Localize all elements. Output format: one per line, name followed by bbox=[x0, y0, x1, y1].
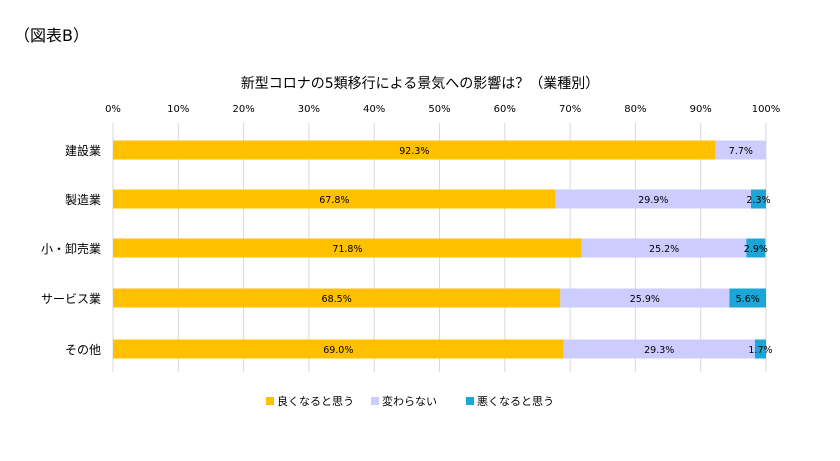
legend-label: 良くなると思う bbox=[277, 394, 354, 408]
bar-segment bbox=[729, 288, 766, 308]
x-tick-label: 10% bbox=[167, 104, 189, 115]
bar-segment bbox=[113, 339, 564, 359]
x-tick-label: 20% bbox=[232, 104, 254, 115]
x-tick-label: 80% bbox=[624, 104, 646, 115]
data-label: 25.9% bbox=[630, 294, 660, 305]
x-tick-label: 60% bbox=[494, 104, 516, 115]
bar-segment bbox=[746, 238, 766, 258]
data-label: 5.6% bbox=[736, 294, 760, 305]
bar-segment bbox=[113, 140, 716, 160]
category-label: 小・卸売業 bbox=[41, 241, 101, 256]
data-label: 7.7% bbox=[729, 146, 753, 157]
bar-segment bbox=[560, 288, 730, 308]
chart-title: 新型コロナの5類移行による景気への影響は？（業種別） bbox=[241, 75, 600, 92]
bar-segment bbox=[715, 140, 766, 160]
x-tick-label: 30% bbox=[298, 104, 320, 115]
bar-segment bbox=[113, 288, 561, 308]
bars: 92.3% 7.7% 67.8% 29.9% 2.3% 71.8% 25.2% 2.9% 68.… bbox=[113, 140, 773, 359]
legend-label: 悪くなると思う bbox=[477, 395, 554, 408]
data-label: 2.3% bbox=[746, 195, 770, 206]
bar-segment bbox=[581, 238, 747, 258]
data-label: 1.7% bbox=[748, 345, 772, 356]
data-label: 2.9% bbox=[744, 244, 768, 255]
bar-segment bbox=[754, 339, 766, 359]
data-label: 29.9% bbox=[638, 195, 668, 206]
legend: 良くなると思う 変わらない 悪くなると思う bbox=[266, 394, 554, 408]
category-label: 製造業 bbox=[65, 193, 101, 207]
data-label: 92.3% bbox=[399, 146, 429, 157]
figure-label: （図表B） bbox=[14, 26, 89, 45]
legend-swatch bbox=[371, 397, 379, 405]
legend-swatch bbox=[266, 397, 274, 405]
bar-segment bbox=[113, 189, 556, 209]
x-tick-label: 100% bbox=[752, 104, 781, 115]
x-tick-label: 70% bbox=[559, 104, 581, 115]
legend-label: 変わらない bbox=[382, 394, 437, 408]
data-label: 69.0% bbox=[323, 345, 353, 356]
x-tick-label: 50% bbox=[428, 104, 450, 115]
bar-segment bbox=[563, 339, 755, 359]
data-label: 25.2% bbox=[649, 244, 679, 255]
data-label: 71.8% bbox=[332, 244, 362, 255]
category-label: サービス業 bbox=[41, 292, 101, 306]
bar-segment bbox=[750, 189, 766, 209]
legend-swatch bbox=[466, 397, 474, 405]
bar-segment bbox=[555, 189, 751, 209]
x-tick-label: 90% bbox=[690, 104, 712, 115]
category-label: その他 bbox=[65, 343, 101, 357]
x-tick-label: 0% bbox=[105, 104, 121, 115]
x-tick-label: 40% bbox=[363, 104, 385, 115]
data-label: 67.8% bbox=[319, 195, 349, 206]
data-label: 29.3% bbox=[644, 345, 674, 356]
x-axis-ticks: 0% 10% 20% 30% 40% 50% 60% 70% 80% 90% 100% bbox=[105, 104, 780, 115]
category-label: 建設業 bbox=[65, 143, 101, 158]
data-label: 68.5% bbox=[322, 294, 352, 305]
bar-segment bbox=[113, 238, 582, 258]
